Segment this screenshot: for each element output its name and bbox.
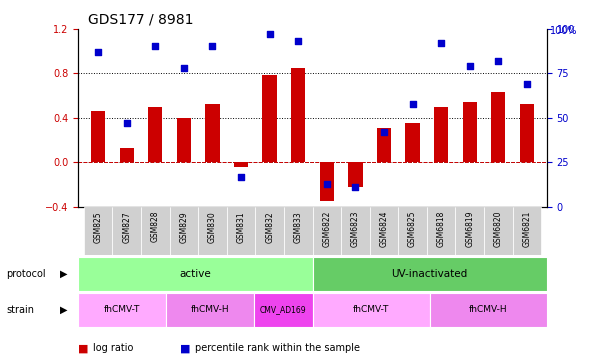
- Point: [522, 81, 532, 87]
- Text: GSM827: GSM827: [122, 211, 131, 242]
- Point: [293, 38, 303, 44]
- Bar: [434, 107, 448, 162]
- FancyBboxPatch shape: [78, 293, 166, 327]
- Text: GSM828: GSM828: [151, 211, 160, 242]
- Bar: [320, 162, 334, 201]
- Text: GSM6822: GSM6822: [322, 211, 331, 247]
- Point: [407, 101, 417, 106]
- FancyBboxPatch shape: [313, 293, 430, 327]
- Text: GSM6819: GSM6819: [465, 211, 474, 247]
- FancyBboxPatch shape: [198, 207, 227, 255]
- Point: [379, 129, 389, 135]
- Text: ▶: ▶: [60, 305, 67, 315]
- Text: GSM6820: GSM6820: [494, 211, 503, 247]
- Text: GSM829: GSM829: [179, 211, 188, 242]
- FancyBboxPatch shape: [78, 257, 313, 291]
- Point: [465, 63, 475, 69]
- FancyBboxPatch shape: [227, 207, 255, 255]
- Text: ▶: ▶: [60, 269, 67, 279]
- Point: [436, 40, 446, 46]
- Bar: [234, 162, 248, 167]
- Text: GSM6823: GSM6823: [351, 211, 360, 247]
- Point: [236, 174, 246, 180]
- FancyBboxPatch shape: [398, 207, 427, 255]
- FancyBboxPatch shape: [427, 207, 456, 255]
- Text: GSM6821: GSM6821: [522, 211, 531, 247]
- Bar: [291, 67, 305, 162]
- FancyBboxPatch shape: [141, 207, 169, 255]
- Text: GSM833: GSM833: [294, 211, 303, 243]
- Text: fhCMV-H: fhCMV-H: [469, 305, 508, 314]
- FancyBboxPatch shape: [254, 293, 313, 327]
- Text: fhCMV-T: fhCMV-T: [104, 305, 140, 314]
- Text: GSM6824: GSM6824: [379, 211, 388, 247]
- FancyBboxPatch shape: [313, 207, 341, 255]
- FancyBboxPatch shape: [313, 257, 547, 291]
- FancyBboxPatch shape: [370, 207, 398, 255]
- FancyBboxPatch shape: [484, 207, 513, 255]
- Text: GSM825: GSM825: [94, 211, 103, 242]
- FancyBboxPatch shape: [284, 207, 313, 255]
- Text: UV-inactivated: UV-inactivated: [392, 269, 468, 279]
- Point: [122, 120, 132, 126]
- Bar: [120, 148, 134, 162]
- FancyBboxPatch shape: [169, 207, 198, 255]
- FancyBboxPatch shape: [341, 207, 370, 255]
- Point: [179, 65, 189, 71]
- Point: [350, 185, 360, 190]
- Point: [265, 31, 275, 37]
- Text: CMV_AD169: CMV_AD169: [260, 305, 307, 314]
- Text: GSM6825: GSM6825: [408, 211, 417, 247]
- Text: GDS177 / 8981: GDS177 / 8981: [88, 12, 193, 26]
- Text: percentile rank within the sample: percentile rank within the sample: [195, 343, 361, 353]
- FancyBboxPatch shape: [513, 207, 541, 255]
- Bar: [91, 111, 105, 162]
- Bar: [263, 75, 277, 162]
- Text: GSM6818: GSM6818: [437, 211, 446, 247]
- Bar: [177, 118, 191, 162]
- FancyBboxPatch shape: [255, 207, 284, 255]
- Text: active: active: [180, 269, 211, 279]
- Text: ■: ■: [78, 343, 88, 353]
- Bar: [463, 102, 477, 162]
- Point: [208, 44, 218, 49]
- Bar: [520, 104, 534, 162]
- FancyBboxPatch shape: [430, 293, 547, 327]
- Text: GSM832: GSM832: [265, 211, 274, 242]
- Text: protocol: protocol: [6, 269, 46, 279]
- Bar: [206, 104, 219, 162]
- FancyBboxPatch shape: [166, 293, 254, 327]
- Bar: [406, 124, 419, 162]
- FancyBboxPatch shape: [112, 207, 141, 255]
- Text: fhCMV-H: fhCMV-H: [191, 305, 230, 314]
- Bar: [348, 162, 362, 187]
- Point: [322, 181, 332, 187]
- FancyBboxPatch shape: [84, 207, 112, 255]
- Text: GSM831: GSM831: [237, 211, 246, 242]
- Text: ■: ■: [180, 343, 191, 353]
- Text: log ratio: log ratio: [93, 343, 133, 353]
- Bar: [148, 107, 162, 162]
- FancyBboxPatch shape: [456, 207, 484, 255]
- Point: [93, 49, 103, 55]
- Text: strain: strain: [6, 305, 34, 315]
- Point: [493, 58, 503, 64]
- Point: [150, 44, 160, 49]
- Text: 100%: 100%: [550, 26, 577, 36]
- Bar: [377, 128, 391, 162]
- Text: GSM830: GSM830: [208, 211, 217, 243]
- Text: fhCMV-T: fhCMV-T: [353, 305, 389, 314]
- Bar: [491, 92, 505, 162]
